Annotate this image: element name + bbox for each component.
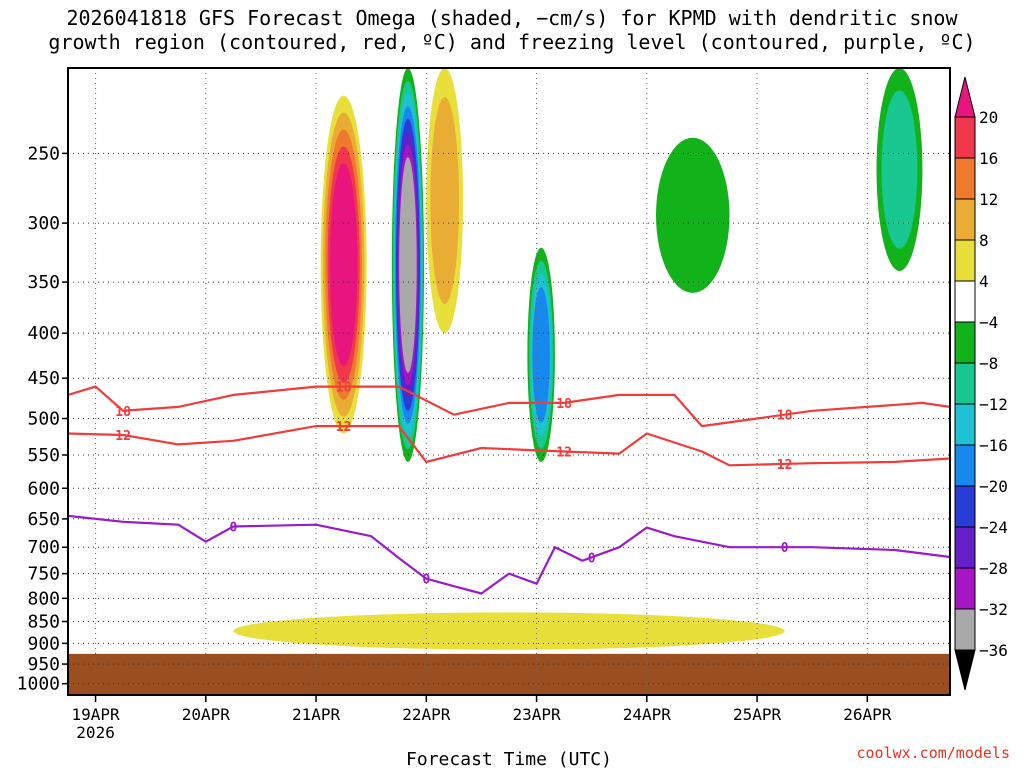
x-tick-label: 23APR (512, 705, 561, 724)
contour-label-dendritic-18C: 18 (336, 381, 352, 396)
y-tick-label: 950 (27, 654, 60, 675)
colorbar-label: 4 (979, 272, 989, 291)
colorbar-bin (954, 403, 976, 446)
contour-label-freezing-0C: 0 (588, 551, 596, 566)
colorbar-label: −16 (979, 436, 1008, 455)
colorbar-bin (954, 362, 976, 405)
y-tick-label: 600 (27, 478, 60, 499)
contour-label-freezing-0C: 0 (229, 520, 237, 535)
grid-lines (68, 68, 950, 695)
credit-text[interactable]: coolwx.com/models (856, 744, 1010, 762)
contour-label-freezing-0C: 0 (781, 541, 789, 556)
colorbar-label: 16 (979, 149, 998, 168)
omega-negative-26apr-level (881, 90, 918, 249)
contour-label-dendritic-12C: 12 (115, 429, 131, 444)
colorbar-bin (954, 239, 976, 282)
y-tick-label: 850 (27, 612, 60, 633)
plot-frame (67, 67, 951, 696)
omega-negative-core-22apr-level (399, 157, 417, 373)
colorbar-bin (954, 116, 976, 159)
colorbar-label: 8 (979, 231, 989, 250)
contour-label-freezing-0C: 0 (422, 573, 430, 588)
colorbar-label: −24 (979, 518, 1008, 537)
contour-label-dendritic-12C: 12 (556, 445, 572, 460)
y-tick-label: 500 (27, 409, 60, 430)
contour-label-dendritic-12C: 12 (777, 458, 793, 473)
y-tick-label: 550 (27, 445, 60, 466)
y-axis: 2503003504004505005506006507007508008509… (17, 143, 68, 695)
ground-below-surface (68, 653, 950, 695)
colorbar-bin (954, 198, 976, 241)
y-tick-label: 900 (27, 633, 60, 654)
colorbar-label: −12 (979, 395, 1008, 414)
colorbar-label: 20 (979, 108, 998, 127)
x-tick-label: 22APR (402, 705, 451, 724)
y-tick-label: 300 (27, 213, 60, 234)
contour-label-dendritic-18C: 18 (777, 409, 793, 424)
colorbar-bin (954, 157, 976, 200)
colorbar: 20 16 12 8 4 −4 −8 −12 −16 −20 −24 −28 −32 −36 (954, 76, 1008, 691)
y-tick-label: 450 (27, 368, 60, 389)
contour-label-dendritic-18C: 18 (556, 397, 572, 412)
y-tick-label: 1000 (17, 674, 60, 695)
contour-dendritic-12C (67, 425, 951, 467)
colorbar-label: −28 (979, 559, 1008, 578)
colorbar-bin (954, 485, 976, 528)
colorbar-label: −8 (979, 354, 998, 373)
y-tick-label: 400 (27, 323, 60, 344)
chart-title: 2026041818 GFS Forecast Omega (shaded, −… (48, 6, 976, 54)
colorbar-label: −4 (979, 313, 998, 332)
contour-dendritic-18C (67, 385, 951, 428)
y-tick-label: 350 (27, 272, 60, 293)
x-tick-label: 26APR (843, 705, 892, 724)
x-tick-label: 24APR (623, 705, 672, 724)
colorbar-bin (954, 321, 976, 364)
omega-positive-22apr-upper-level (430, 97, 460, 304)
y-tick-label: 700 (27, 537, 60, 558)
y-tick-label: 800 (27, 588, 60, 609)
y-tick-label: 650 (27, 509, 60, 530)
colorbar-bottom-triangle (954, 649, 976, 691)
contour-label-dendritic-12C: 12 (336, 420, 352, 435)
y-tick-label: 250 (27, 143, 60, 164)
omega-positive-core-21apr-level (329, 163, 358, 366)
x-tick-label: 20APR (182, 705, 231, 724)
colorbar-bin (954, 608, 976, 651)
omega-positive-low-level-level (233, 612, 785, 650)
colorbar-label: −32 (979, 600, 1008, 619)
colorbar-bin (954, 526, 976, 569)
omega-negative-24apr-upper-level (656, 137, 730, 293)
x-tick-label: 19APR (71, 705, 120, 724)
x-axis-label: Forecast Time (UTC) (406, 749, 612, 768)
colorbar-bin (954, 444, 976, 487)
colorbar-label: 12 (979, 190, 998, 209)
colorbar-bin (954, 567, 976, 610)
colorbar-top-triangle (954, 76, 976, 118)
x-tick-label: 25APR (733, 705, 782, 724)
colorbar-bin (954, 280, 976, 323)
x-tick-sublabel: 2026 (76, 723, 115, 742)
x-tick-label: 21APR (292, 705, 341, 724)
colorbar-label: −20 (979, 477, 1008, 496)
y-tick-label: 750 (27, 564, 60, 585)
contour-label-dendritic-18C: 18 (115, 405, 131, 420)
colorbar-label: −36 (979, 641, 1008, 660)
contour-freezing-0C (67, 514, 951, 595)
